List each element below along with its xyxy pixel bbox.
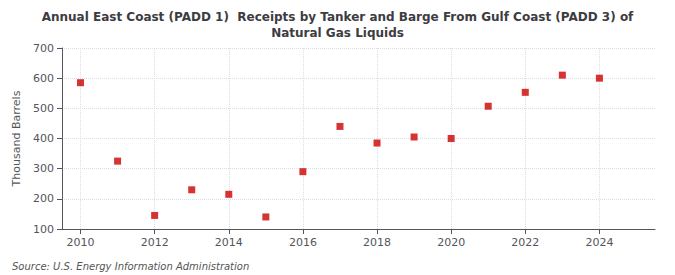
svg-text:Thousand Barrels: Thousand Barrels [10, 90, 23, 187]
svg-text:2016: 2016 [289, 236, 317, 249]
svg-text:300: 300 [33, 162, 54, 175]
svg-text:2014: 2014 [215, 236, 243, 249]
svg-text:2020: 2020 [437, 236, 465, 249]
svg-text:500: 500 [33, 102, 54, 115]
svg-text:2024: 2024 [585, 236, 613, 249]
svg-text:2022: 2022 [511, 236, 539, 249]
svg-text:Natural Gas Liquids: Natural Gas Liquids [271, 26, 404, 40]
svg-text:600: 600 [33, 72, 54, 85]
svg-text:2010: 2010 [67, 236, 95, 249]
svg-text:700: 700 [33, 42, 54, 55]
svg-text:Annual East Coast (PADD 1) Re: Annual East Coast (PADD 1) Receipts by T… [42, 10, 634, 24]
svg-text:400: 400 [33, 132, 54, 145]
svg-text:100: 100 [33, 223, 54, 236]
svg-text:2012: 2012 [141, 236, 169, 249]
svg-text:200: 200 [33, 192, 54, 205]
svg-text:2018: 2018 [363, 236, 391, 249]
svg-text:Source: U.S. Energy Informatio: Source: U.S. Energy Information Administ… [12, 261, 249, 272]
